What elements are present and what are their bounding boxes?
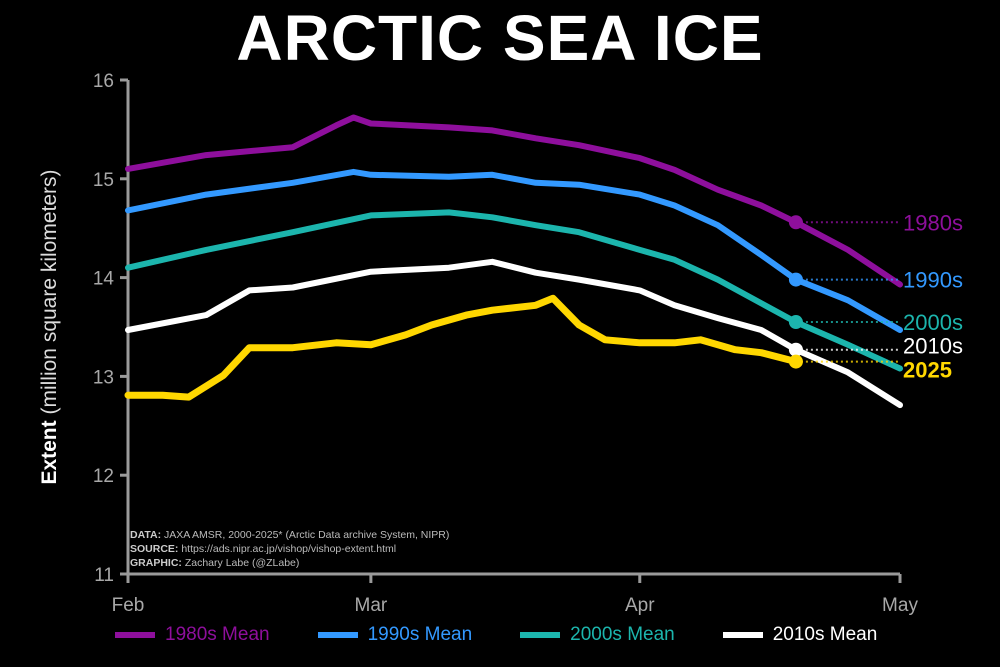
credit-graphic: Zachary Labe (@ZLabe) — [184, 557, 300, 569]
credit-source-label: SOURCE: — [130, 543, 179, 555]
x-tick-label: Apr — [625, 595, 655, 616]
end-label-1990s: 1990s — [903, 268, 963, 293]
y-tick-label: 16 — [93, 71, 114, 92]
y-tick-label: 12 — [93, 466, 114, 487]
x-tick-label: May — [882, 595, 918, 616]
x-tick-label: Mar — [355, 595, 388, 616]
y-tick-label: 15 — [93, 170, 114, 191]
series-line-2025 — [124, 294, 800, 401]
end-label-1980s: 1980s — [903, 210, 963, 235]
y-axis-label-units: (million square kilometers) — [38, 169, 61, 415]
credit-source: https://ads.nipr.ac.jp/vishop/vishop-ext… — [181, 543, 397, 555]
series-line-1980s — [125, 114, 903, 288]
y-tick-label: 14 — [93, 269, 115, 290]
legend-label: 2010s Mean — [772, 624, 878, 645]
series-line-1990s — [125, 168, 903, 333]
credit-data-label: DATA: — [130, 529, 162, 541]
marker-dot-2000s — [788, 315, 803, 330]
credits: DATA: JAXA AMSR, 2000-2025* (Arctic Data… — [130, 528, 449, 570]
y-tick-label: 13 — [93, 367, 114, 388]
legend-item-1980s: 1980s Mean — [115, 624, 270, 646]
legend-label: 1980s Mean — [165, 624, 270, 645]
legend-item-2000s: 2000s Mean — [520, 624, 675, 646]
marker-dot-1990s — [788, 272, 803, 287]
credit-graphic-label: GRAPHIC: — [130, 557, 182, 569]
marker-dot-2010s — [788, 342, 803, 357]
series-line-2000s — [125, 209, 903, 372]
legend: 1980s Mean 1990s Mean 2000s Mean 2010s M… — [115, 624, 925, 646]
legend-label: 1990s Mean — [367, 624, 473, 645]
marker-dot-1980s — [788, 215, 803, 230]
y-axis-label: Extent (million square kilometers) — [38, 169, 62, 484]
marker-dot-2025 — [788, 354, 803, 369]
legend-swatch — [115, 632, 155, 638]
legend-item-2010s: 2010s Mean — [722, 624, 878, 646]
end-label-2010s: 2010s — [903, 334, 963, 359]
legend-swatch — [520, 632, 561, 638]
x-tick-label: Feb — [112, 595, 145, 616]
legend-swatch — [317, 632, 358, 638]
legend-item-1990s: 1990s Mean — [317, 624, 473, 646]
y-axis-label-bold: Extent — [38, 420, 61, 485]
end-label-2025: 2025 — [903, 358, 952, 383]
credit-data: JAXA AMSR, 2000-2025* (Arctic Data archi… — [164, 529, 450, 541]
legend-swatch — [722, 632, 763, 638]
chart-title: ARCTIC SEA ICE — [236, 2, 764, 74]
legend-label: 2000s Mean — [570, 624, 675, 645]
series-line-2010s — [125, 258, 903, 409]
y-tick-label: 11 — [94, 565, 114, 586]
end-label-2000s: 2000s — [903, 310, 963, 335]
